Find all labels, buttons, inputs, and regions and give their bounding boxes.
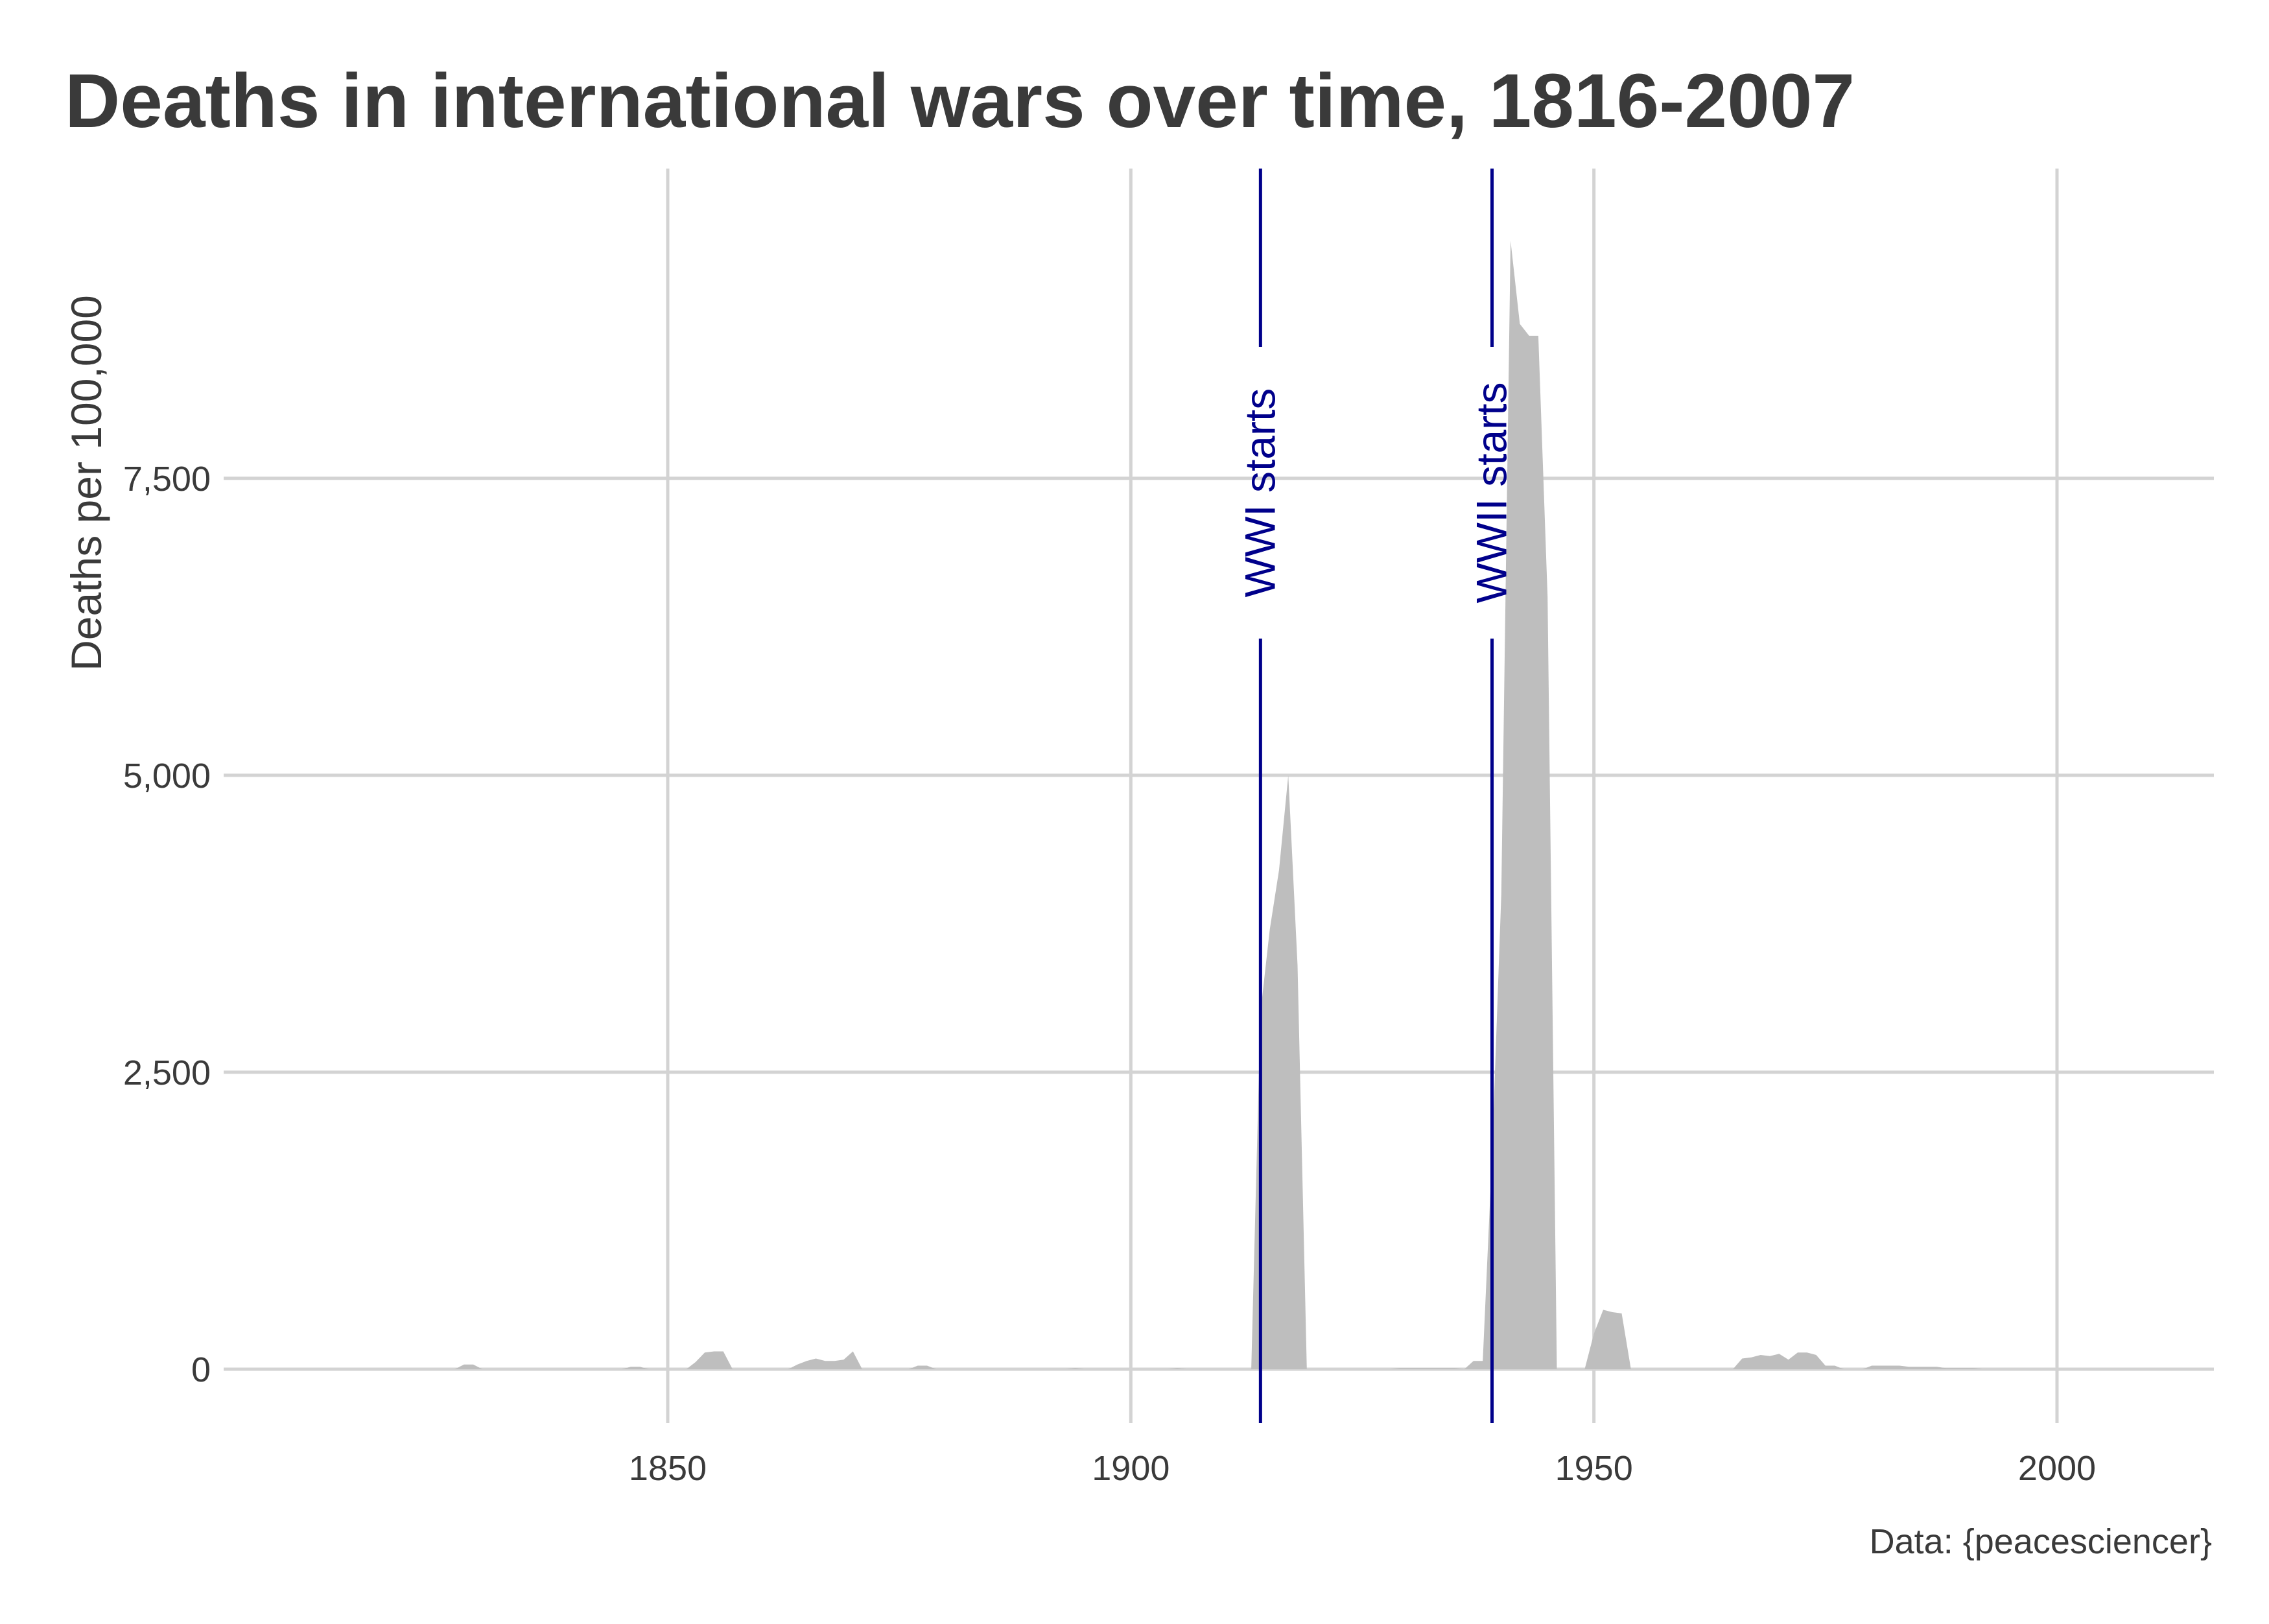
event-label: WWI starts [1236,388,1284,598]
annotation-layer: WWI starts WWII starts [1236,169,1516,1423]
y-tick-label: 2,500 [123,1053,211,1092]
x-tick-label: 1950 [1555,1449,1633,1488]
x-tick-label: 1900 [1092,1449,1170,1488]
y-tick-label: 5,000 [123,757,211,795]
y-tick-label: 0 [191,1350,211,1389]
chart-title: Deaths in international wars over time, … [65,58,1855,144]
y-axis-title: Deaths per 100,000 [62,295,110,671]
y-tick-label: 7,500 [123,460,211,499]
x-tick-label: 2000 [2018,1449,2096,1488]
chart-caption: Data: {peacesciencer} [1870,1522,2212,1561]
event-label: WWII starts [1468,382,1516,604]
y-axis-ticks: 0 2,500 5,000 7,500 [123,460,211,1389]
x-tick-label: 1850 [629,1449,707,1488]
grid-layer [224,169,2214,1423]
x-axis-ticks: 1850 1900 1950 2000 [629,1449,2096,1488]
